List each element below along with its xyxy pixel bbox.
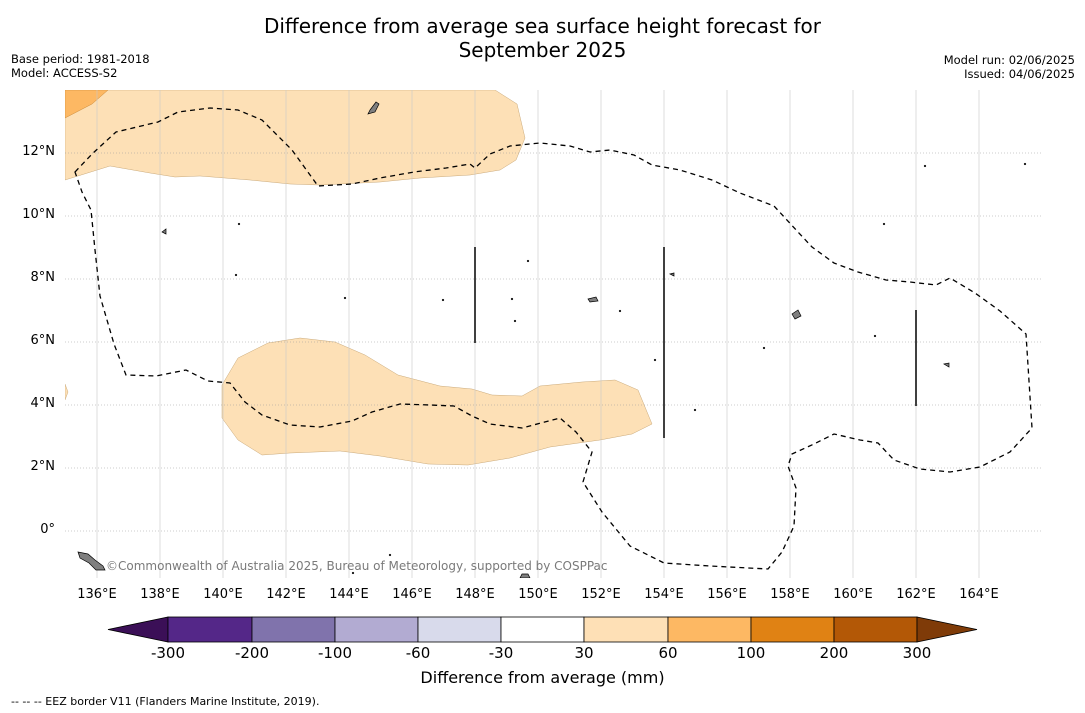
issued-date: Issued: 04/06/2025 [964,67,1075,81]
anomaly-region-west-sliver [65,383,69,401]
eez-border-fsm [74,107,1033,570]
colorbar-swatch [833,616,918,643]
colorbar-tick-label: -100 [317,644,353,662]
colorbar-extend-high [916,616,978,643]
model-run: Model run: 02/06/2025 [943,53,1075,67]
colorbar-tick-label: -30 [488,644,514,662]
lon-tick-label: 140°E [203,587,243,602]
anomaly-region-south [221,337,653,466]
base-period: Base period: 1981-2018 [11,52,150,66]
lat-tick-label: 12°N [22,144,55,159]
title-line-1: Difference from average sea surface heig… [263,14,822,38]
land-islands [77,101,1027,578]
lat-tick-label: 2°N [30,459,56,474]
lat-tick-label: 10°N [22,207,55,222]
lat-tick-label: 0° [40,522,55,537]
colorbar-swatch [583,616,669,643]
lat-tick-label: 6°N [30,333,56,348]
colorbar-swatch [251,616,336,643]
lon-tick-label: 156°E [707,587,747,602]
colorbar-tick-label: -300 [150,644,186,662]
meta-right: Model run: 02/06/2025 Issued: 04/06/2025 [944,53,1075,81]
lat-tick-label: 4°N [30,396,56,411]
colorbar-tick-label: -60 [405,644,431,662]
lon-tick-label: 150°E [518,587,558,602]
eez-footnote: -- -- -- EEZ border V11 (Flanders Marine… [11,695,320,708]
colorbar-extend-low [107,616,169,643]
colorbar-tick-label: -200 [234,644,270,662]
lon-tick-label: 154°E [644,587,684,602]
colorbar-swatch [334,616,419,643]
colorbar-swatch [167,616,253,643]
colorbar-swatch [667,616,752,643]
colorbar-swatch [417,616,502,643]
lon-tick-label: 142°E [266,587,306,602]
lon-tick-label: 148°E [455,587,495,602]
colorbar-tick-label: 30 [574,644,594,662]
lon-tick-label: 146°E [392,587,432,602]
copyright-text: ©Commonwealth of Australia 2025, Bureau … [106,559,608,573]
colorbar-tick-label: 200 [819,644,849,662]
lon-tick-label: 158°E [770,587,810,602]
colorbar-tick-label: 60 [658,644,678,662]
colorbar-tick-label: 300 [902,644,932,662]
lon-tick-label: 162°E [896,587,936,602]
title-line-2: September 2025 [458,38,627,62]
lon-tick-label: 136°E [77,587,117,602]
colorbar-tick-label: 100 [736,644,766,662]
page-title: Difference from average sea surface heig… [0,14,1085,62]
lon-tick-label: 138°E [140,587,180,602]
model-name: Model: ACCESS-S2 [11,66,118,80]
colorbar-swatch [750,616,835,643]
colorbar-title: Difference from average (mm) [420,668,665,687]
lat-tick-label: 8°N [30,270,56,285]
colorbar-swatch [500,616,585,643]
lon-tick-label: 164°E [959,587,999,602]
meta-left: Base period: 1981-2018 Model: ACCESS-S2 [11,52,150,80]
lon-tick-label: 152°E [581,587,621,602]
lon-tick-label: 144°E [329,587,369,602]
lon-tick-label: 160°E [833,587,873,602]
